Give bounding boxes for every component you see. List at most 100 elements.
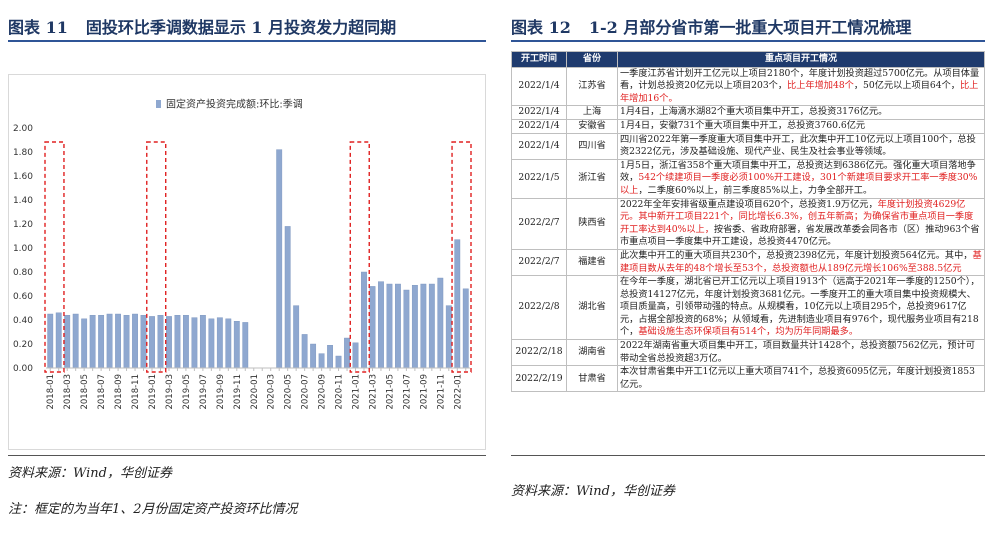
- date-cell: 2022/2/7: [511, 197, 567, 250]
- y-tick-label: 1.60: [13, 172, 33, 182]
- bar: [403, 289, 410, 369]
- x-tick-label: 2018-05: [80, 374, 90, 410]
- bar: [225, 318, 232, 369]
- text-segment: 一季度江苏省计划开工亿元以上项目2180个，年度计划投资超过5700亿元。从项目…: [620, 67, 980, 92]
- bar: [191, 317, 198, 369]
- description-cell: 1月4日，上海滴水湖82个重大项目集中开工，总投资3176亿元。: [617, 105, 985, 120]
- x-tick-label: 2020-05: [284, 374, 294, 410]
- x-tick-label: 2019-07: [199, 374, 209, 410]
- y-tick-label: 1.40: [13, 196, 33, 206]
- bar: [395, 283, 401, 369]
- text-segment: 1月4日，安徽731个重大项目集中开工，总投资3760.6亿元: [620, 119, 866, 131]
- province-cell: 浙江省: [566, 158, 618, 199]
- figure-title: 图表 12 1-2 月部分省市第一批重大项目开工情况梳理: [511, 14, 985, 42]
- date-cell: 2022/2/19: [511, 365, 567, 393]
- province-cell: 湖北省: [566, 275, 618, 341]
- x-tick-label: 2018-01: [46, 374, 56, 410]
- x-tick-label: 2021-11: [436, 374, 446, 410]
- bar: [428, 283, 435, 369]
- province-cell: 江苏省: [566, 66, 618, 107]
- table-row: 2022/2/7 陕西省 2022年全年安排省级重点建设项目620个，总投资1.9万…: [511, 197, 985, 250]
- bar: [123, 314, 130, 369]
- source-note: 资料来源：Wind，华创证券: [511, 484, 675, 499]
- text-segment: 在今年一季度，湖北省已开工亿元以上项目1913个（远高于2021年一季度的125…: [620, 276, 980, 338]
- header-row: 开工时间 省份 重点项目开工情况: [511, 51, 985, 68]
- bar: [361, 271, 367, 369]
- text-segment: 此次集中开工的重大项目共230个，总投资2398亿元，年度计划投资564亿元。其…: [620, 249, 973, 261]
- table-row: 2022/2/8 湖北省 在今年一季度，湖北省已开工亿元以上项目1913个（远高于2…: [511, 275, 985, 341]
- bar: [411, 284, 418, 369]
- highlight-frame: [44, 141, 65, 373]
- province-cell: 陕西省: [566, 197, 618, 250]
- text-segment: 1月4日，上海滴水湖82个重大项目集中开工，总投资3176亿元。: [620, 106, 888, 118]
- x-tick-label: 2020-01: [250, 374, 260, 410]
- x-tick-label: 2020-09: [318, 374, 328, 410]
- text-segment: 比上年增加48个: [787, 80, 854, 92]
- y-tick-label: 1.80: [13, 148, 33, 158]
- x-tick-label: 2019-09: [216, 374, 226, 410]
- text-segment: 542个续建项目一季度必须100%开工建设，301个新建项目要求开工率一季度30…: [620, 172, 978, 196]
- description-cell: 1月4日，安徽731个重大项目集中开工，总投资3760.6亿元: [617, 118, 985, 134]
- bar: [462, 288, 469, 369]
- figure-caption: 1-2 月部分省市第一批重大项目开工情况梳理: [588, 18, 912, 37]
- figure-number: 图表 11: [8, 18, 68, 37]
- x-tick-label: 2018-09: [114, 374, 124, 410]
- bar: [157, 314, 164, 369]
- description-cell: 一季度江苏省计划开工亿元以上项目2180个，年度计划投资超过5700亿元。从项目…: [617, 66, 985, 107]
- bar: [369, 286, 376, 369]
- text-segment: ，二季度60%以上，前三季度85%以上，力争全部开工。: [638, 184, 873, 196]
- bar: [149, 316, 155, 369]
- y-tick-label: 1.00: [13, 244, 33, 254]
- date-cell: 2022/1/4: [511, 132, 567, 160]
- text-segment: 本次甘肃省集中开工1亿元以上重大项目741个，总投资6095亿元，年度计划投资1…: [620, 366, 975, 390]
- y-tick-label: 0.00: [13, 364, 33, 374]
- table-row: 2022/1/4 江苏省 一季度江苏省计划开工亿元以上项目2180个，年度计划投资超…: [511, 66, 985, 107]
- bar: [327, 345, 333, 369]
- bar: [106, 313, 113, 369]
- header-cell: 重点项目开工情况: [617, 51, 985, 68]
- date-cell: 2022/2/8: [511, 275, 567, 341]
- bar: [318, 353, 325, 369]
- bar: [174, 314, 181, 369]
- description-cell: 在今年一季度，湖北省已开工亿元以上项目1913个（远高于2021年一季度的125…: [617, 275, 985, 341]
- legend-swatch: [156, 100, 161, 108]
- text-segment: ，50亿元以上项目64个，: [853, 80, 960, 92]
- bar: [89, 314, 96, 369]
- separator: [8, 455, 486, 456]
- x-tick-label: 2020-11: [335, 374, 345, 410]
- table-row: 2022/1/4 安徽省 1月4日，安徽731个重大项目集中开工，总投资3760.6…: [511, 118, 985, 134]
- text-segment: 1月5日，浙江省358个重大项目集中开工，总投资达到6386亿元。强化重大项目落…: [620, 159, 976, 184]
- highlight-frame: [451, 141, 472, 373]
- highlight-frame: [349, 141, 370, 373]
- x-tick-label: 2021-05: [385, 374, 395, 410]
- highlight-frame: [146, 141, 167, 373]
- bar: [352, 342, 359, 369]
- bar: [445, 305, 452, 369]
- x-tick-label: 2018-03: [63, 374, 73, 410]
- date-cell: 2022/1/4: [511, 118, 567, 134]
- x-tick-label: 2021-01: [352, 374, 362, 410]
- figure-caption: 固投环比季调数据显示 1 月投资发力超同期: [85, 18, 397, 37]
- bar: [293, 305, 300, 369]
- y-tick-label: 0.80: [13, 268, 33, 278]
- text-segment: 2022年湖南省重大项目集中开工，项目数量共计1428个，总投资额7562亿元，…: [620, 340, 975, 364]
- header-cell: 省份: [566, 51, 618, 68]
- bar: [166, 316, 172, 369]
- bar: [199, 314, 206, 369]
- bar: [437, 277, 444, 369]
- text-segment: 按省委、省政府部署，省发展改革委会同各市（区）推动963个省市重点项目一季度集中…: [620, 223, 980, 248]
- description-cell: 2022年湖南省重大项目集中开工，项目数量共计1428个，总投资额7562亿元，…: [617, 339, 985, 367]
- y-tick-label: 0.60: [13, 292, 33, 302]
- date-cell: 2022/1/4: [511, 105, 567, 120]
- bar: [386, 283, 393, 369]
- x-tick-label: 2019-11: [233, 374, 243, 410]
- bar: [64, 314, 71, 369]
- bar: [284, 226, 291, 369]
- province-cell: 湖南省: [566, 339, 618, 367]
- bar: [72, 313, 79, 369]
- bar: [98, 314, 105, 369]
- figure-title: 图表 11 固投环比季调数据显示 1 月投资发力超同期: [8, 14, 486, 42]
- chart: 0.00 0.20 0.40 0.60 0.80 1.00 1.20 1.40 1.60 1.80…: [8, 74, 486, 450]
- source-note: 资料来源：Wind，华创证券: [8, 466, 172, 481]
